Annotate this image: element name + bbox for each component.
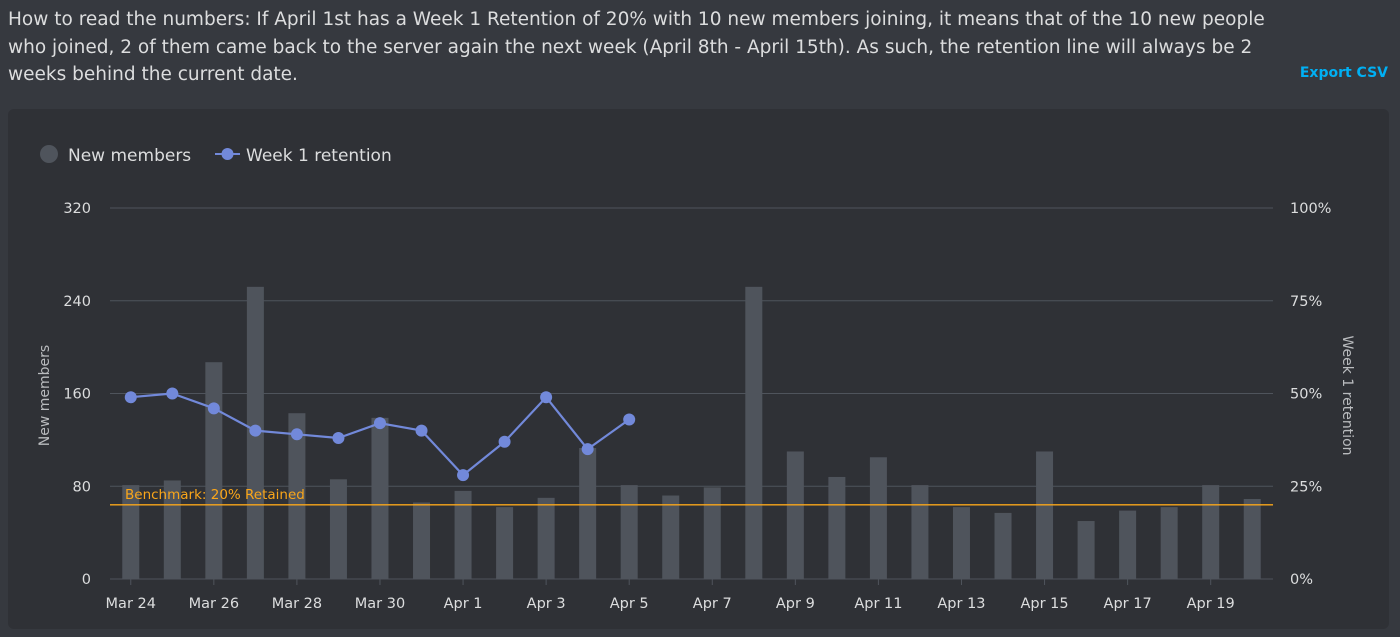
bar-new-members[interactable]	[869, 457, 887, 579]
intro-text: How to read the numbers: If April 1st ha…	[8, 9, 1265, 85]
y-right-tick-label: 0%	[1290, 572, 1313, 588]
bar-new-members[interactable]	[911, 485, 929, 579]
bar-new-members[interactable]	[1036, 451, 1054, 579]
y-axis-left: 0 80 160 240 320	[63, 201, 91, 588]
bar-new-members[interactable]	[371, 417, 389, 579]
y-right-tick-label: 100%	[1290, 201, 1331, 217]
x-tick-label: Apr 11	[854, 596, 902, 612]
bar-new-members[interactable]	[413, 502, 431, 579]
x-tick-label: Mar 24	[106, 596, 156, 612]
x-tick-label: Mar 26	[189, 596, 239, 612]
y-right-tick-label: 75%	[1290, 294, 1322, 310]
x-tick-label: Apr 5	[610, 596, 649, 612]
bar-new-members[interactable]	[1160, 507, 1178, 579]
y-right-tick-label: 25%	[1290, 479, 1322, 495]
retention-point[interactable]	[124, 391, 137, 404]
y-left-tick-label: 240	[63, 294, 91, 310]
x-axis: Mar 24 Mar 26 Mar 28 Mar 30 Apr 1 Apr 3 Apr 5 A…	[106, 579, 1235, 612]
chart-legend: New members Week 1 retention	[40, 145, 392, 166]
benchmark-label: Benchmark: 20% Retained	[125, 487, 305, 503]
y-left-tick-label: 320	[63, 201, 91, 217]
bar-new-members[interactable]	[1202, 485, 1220, 579]
y-left-tick-label: 0	[82, 572, 91, 588]
retention-point[interactable]	[457, 469, 470, 482]
legend-new-members-label[interactable]: New members	[68, 146, 191, 166]
x-tick-label: Apr 9	[776, 596, 815, 612]
chart-panel: New members Week 1 retention Benchmark: …	[8, 109, 1389, 629]
bar-new-members[interactable]	[1243, 499, 1261, 579]
x-tick-label: Apr 13	[937, 596, 985, 612]
y-left-tick-label: 160	[63, 387, 91, 403]
bar-new-members[interactable]	[329, 479, 347, 579]
bar-new-members[interactable]	[579, 447, 597, 579]
y-axis-left-title: New members	[37, 345, 53, 446]
x-tick-label: Mar 30	[355, 596, 405, 612]
retention-point[interactable]	[415, 424, 428, 437]
bar-new-members[interactable]	[1077, 521, 1095, 579]
bar-new-members[interactable]	[662, 495, 680, 579]
y-left-tick-label: 80	[73, 479, 91, 495]
retention-point[interactable]	[581, 443, 594, 456]
y-axis-right-title: Week 1 retention	[1339, 335, 1355, 455]
retention-point[interactable]	[249, 424, 262, 437]
bar-new-members[interactable]	[952, 507, 970, 579]
benchmark-group: Benchmark: 20% Retained	[110, 487, 1273, 506]
bar-new-members[interactable]	[786, 451, 804, 579]
x-tick-label: Mar 28	[272, 596, 322, 612]
legend-retention-label[interactable]: Week 1 retention	[246, 146, 392, 166]
retention-point[interactable]	[623, 413, 636, 426]
bar-new-members[interactable]	[745, 286, 763, 579]
retention-point[interactable]	[373, 417, 386, 430]
export-csv-button[interactable]: Export CSV	[1299, 65, 1388, 81]
bar-new-members[interactable]	[1119, 510, 1137, 579]
bar-new-members[interactable]	[288, 413, 306, 579]
grid-lines	[110, 207, 1273, 580]
bar-new-members[interactable]	[122, 485, 140, 579]
x-tick-label: Apr 17	[1104, 596, 1152, 612]
retention-point[interactable]	[207, 402, 220, 415]
retention-chart: New members Week 1 retention Benchmark: …	[37, 145, 1355, 612]
bar-new-members[interactable]	[620, 485, 638, 579]
x-tick-label: Apr 3	[527, 596, 566, 612]
bar-new-members[interactable]	[994, 512, 1012, 579]
x-tick-label: Apr 7	[693, 596, 732, 612]
bar-new-members[interactable]	[454, 490, 472, 579]
bar-new-members[interactable]	[537, 497, 555, 579]
legend-new-members-dot[interactable]	[40, 145, 58, 163]
retention-point[interactable]	[498, 435, 511, 448]
retention-point[interactable]	[290, 428, 303, 441]
bar-new-members[interactable]	[703, 487, 721, 579]
x-tick-label: Apr 19	[1187, 596, 1235, 612]
y-axis-right: 0% 25% 50% 75% 100%	[1290, 201, 1331, 588]
bar-new-members[interactable]	[828, 476, 846, 579]
retention-point[interactable]	[332, 432, 345, 445]
line-series-week1-retention	[124, 387, 636, 482]
x-tick-label: Apr 15	[1020, 596, 1068, 612]
retention-point[interactable]	[540, 391, 553, 404]
bar-new-members[interactable]	[205, 362, 223, 579]
y-right-tick-label: 50%	[1290, 387, 1322, 403]
legend-retention-dot[interactable]	[221, 148, 234, 160]
retention-point[interactable]	[166, 387, 179, 400]
bar-new-members[interactable]	[496, 507, 514, 579]
x-tick-label: Apr 1	[444, 596, 483, 612]
